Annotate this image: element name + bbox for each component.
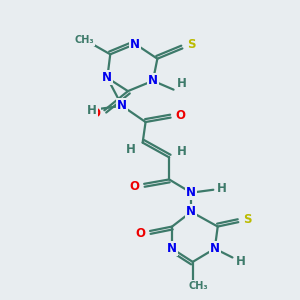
Text: N: N <box>102 71 112 84</box>
Text: O: O <box>130 180 140 193</box>
Text: H: H <box>177 145 186 158</box>
Text: N: N <box>186 205 196 218</box>
Text: N: N <box>167 242 177 255</box>
Text: CH₃: CH₃ <box>188 281 208 291</box>
Text: N: N <box>117 99 127 112</box>
Text: H: H <box>126 142 136 156</box>
Text: H: H <box>236 254 246 268</box>
Text: N: N <box>210 242 220 255</box>
Text: H: H <box>87 104 97 117</box>
Text: N: N <box>130 38 140 50</box>
Text: N: N <box>186 186 196 199</box>
Text: O: O <box>90 107 100 120</box>
Text: S: S <box>188 38 196 51</box>
Text: N: N <box>148 74 158 87</box>
Text: CH₃: CH₃ <box>74 35 94 45</box>
Text: S: S <box>243 213 251 226</box>
Text: H: H <box>177 77 187 90</box>
Text: O: O <box>136 227 146 240</box>
Text: O: O <box>175 109 185 122</box>
Text: H: H <box>217 182 226 195</box>
